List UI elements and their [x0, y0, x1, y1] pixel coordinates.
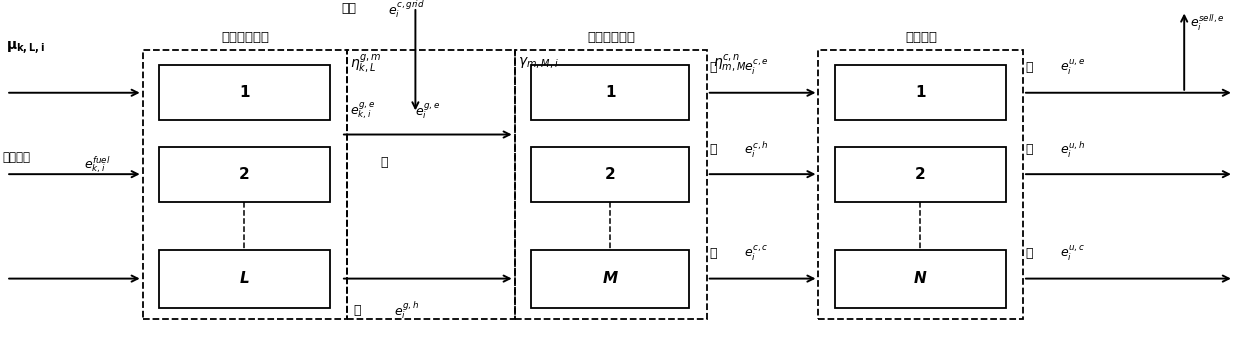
FancyBboxPatch shape	[159, 250, 330, 308]
Text: $e_i^{g,h}$: $e_i^{g,h}$	[394, 299, 419, 321]
Text: $e_i^{g,e}$: $e_i^{g,e}$	[415, 102, 440, 121]
FancyBboxPatch shape	[835, 65, 1006, 120]
Text: $\eta_{k,L}^{g,m}$: $\eta_{k,L}^{g,m}$	[350, 52, 381, 75]
Text: $e_i^{u,h}$: $e_i^{u,h}$	[1060, 139, 1085, 160]
Text: $e_i^{c,grid}$: $e_i^{c,grid}$	[388, 0, 425, 20]
Text: 网电: 网电	[341, 2, 356, 15]
FancyBboxPatch shape	[531, 147, 689, 202]
Text: 电: 电	[381, 156, 388, 169]
Text: $\mathbf{\mu_{k,L,i}}$: $\mathbf{\mu_{k,L,i}}$	[6, 39, 45, 56]
Text: $e_i^{sell,e}$: $e_i^{sell,e}$	[1190, 13, 1225, 33]
Text: 1: 1	[605, 85, 615, 101]
Text: $\eta_{m,M}^{c,n}$: $\eta_{m,M}^{c,n}$	[713, 53, 746, 74]
Text: 热: 热	[353, 304, 361, 317]
Text: 2: 2	[915, 167, 925, 182]
Text: 热: 热	[709, 143, 717, 156]
FancyBboxPatch shape	[159, 147, 330, 202]
Text: $e_i^{c,e}$: $e_i^{c,e}$	[744, 59, 769, 77]
Text: $e_{k,i}^{fuel}$: $e_{k,i}^{fuel}$	[84, 154, 112, 175]
Text: $e_i^{u,c}$: $e_i^{u,c}$	[1060, 245, 1085, 263]
Text: $e_i^{c,c}$: $e_i^{c,c}$	[744, 245, 769, 263]
Text: N: N	[914, 271, 926, 286]
Text: 储能设备: 储能设备	[905, 31, 937, 44]
Text: 电: 电	[709, 62, 717, 74]
Text: 1: 1	[915, 85, 925, 101]
Text: M: M	[603, 271, 618, 286]
Text: 冷: 冷	[709, 247, 717, 260]
Text: 电: 电	[1025, 62, 1033, 74]
Text: 1: 1	[239, 85, 249, 101]
Text: 热: 热	[1025, 143, 1033, 156]
Text: 冷: 冷	[1025, 247, 1033, 260]
FancyBboxPatch shape	[531, 65, 689, 120]
FancyBboxPatch shape	[835, 250, 1006, 308]
FancyBboxPatch shape	[159, 65, 330, 120]
Text: L: L	[239, 271, 249, 286]
Text: $e_i^{c,h}$: $e_i^{c,h}$	[744, 139, 769, 160]
FancyBboxPatch shape	[835, 147, 1006, 202]
Text: $\gamma_{m,M,i}$: $\gamma_{m,M,i}$	[518, 56, 559, 71]
Text: 一次能源: 一次能源	[2, 151, 31, 164]
Text: $e_{k,i}^{g,e}$: $e_{k,i}^{g,e}$	[350, 101, 374, 122]
FancyBboxPatch shape	[531, 250, 689, 308]
Text: 2: 2	[605, 167, 615, 182]
Text: 能源生产设备: 能源生产设备	[222, 31, 269, 44]
Text: 2: 2	[239, 167, 249, 182]
Text: $e_i^{u,e}$: $e_i^{u,e}$	[1060, 59, 1085, 77]
Text: 能源转换设备: 能源转换设备	[588, 31, 635, 44]
